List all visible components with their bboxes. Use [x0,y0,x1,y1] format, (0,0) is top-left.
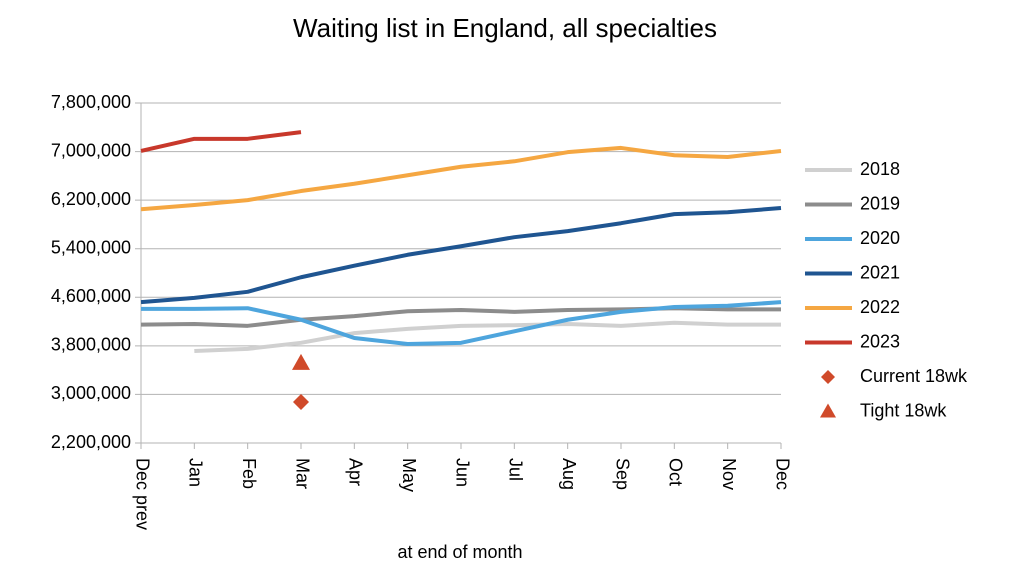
x-tick-label: Dec [772,458,792,490]
chart-title: Waiting list in England, all specialties [293,13,717,43]
legend-label: 2019 [860,193,900,213]
legend-label: 2020 [860,228,900,248]
x-tick-label: Jun [452,458,472,487]
series-line [141,300,782,347]
series-line [140,130,302,153]
legend-label: 2023 [860,331,900,351]
x-tick-label: Mar [292,458,312,489]
y-tick-label: 7,800,000 [51,92,131,112]
x-tick-label: Dec prev [132,458,152,530]
legend-label: 2022 [860,297,900,317]
y-tick-label: 4,600,000 [51,286,131,306]
y-tick-label: 3,800,000 [51,335,131,355]
y-tick-label: 6,200,000 [51,189,131,209]
series-line [140,206,782,305]
y-tick-label: 2,200,000 [51,432,131,452]
legend-label: 2021 [860,262,900,282]
marker [292,353,310,370]
y-tick-label: 5,400,000 [51,237,131,257]
x-tick-label: May [399,458,419,492]
x-tick-label: Apr [346,458,366,486]
x-tick-label: Sep [612,458,632,490]
legend-label: Tight 18wk [860,400,947,420]
legend-label: 2018 [860,159,900,179]
y-tick-label: 7,000,000 [51,140,131,160]
x-tick-label: Jan [186,458,206,487]
x-tick-label: Feb [239,458,259,489]
x-tick-label: Oct [666,458,686,486]
y-tick-label: 3,000,000 [51,383,131,403]
legend-swatch [821,370,835,384]
x-axis-title: at end of month [397,542,522,562]
series-line [140,145,782,212]
x-tick-label: Aug [559,458,579,490]
x-tick-label: Nov [719,458,739,490]
marker [293,394,309,411]
x-tick-label: Jul [506,458,526,481]
legend-swatch [820,403,836,418]
series-line [194,320,781,354]
legend-label: Current 18wk [860,366,968,386]
